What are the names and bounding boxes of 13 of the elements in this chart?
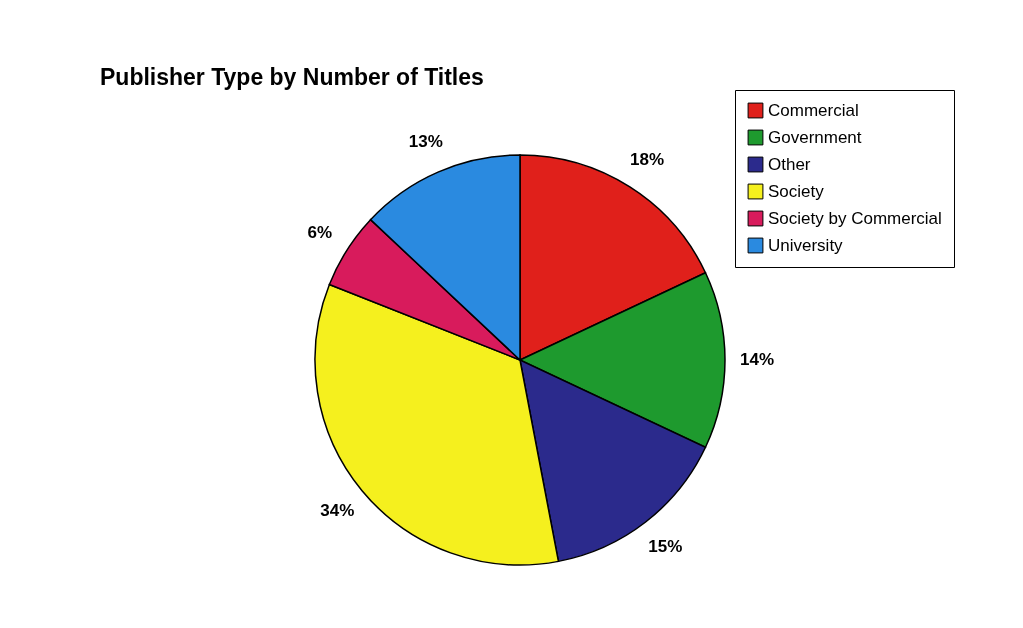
data-label: 15%	[648, 537, 683, 557]
data-label: 6%	[307, 223, 333, 243]
legend-label: Other	[768, 154, 811, 174]
legend-label: Society by Commercial	[768, 208, 942, 228]
data-label: 13%	[408, 132, 443, 152]
legend-label: Commercial	[768, 100, 859, 120]
legend-label: Society	[768, 181, 825, 201]
data-label: 14%	[739, 350, 775, 369]
data-label: 34%	[320, 501, 355, 521]
chart-title: Publisher Type by Number of Titles	[100, 64, 484, 90]
legend-label: Government	[768, 127, 862, 147]
legend-label: University	[768, 235, 844, 255]
data-label: 18%	[629, 149, 665, 169]
